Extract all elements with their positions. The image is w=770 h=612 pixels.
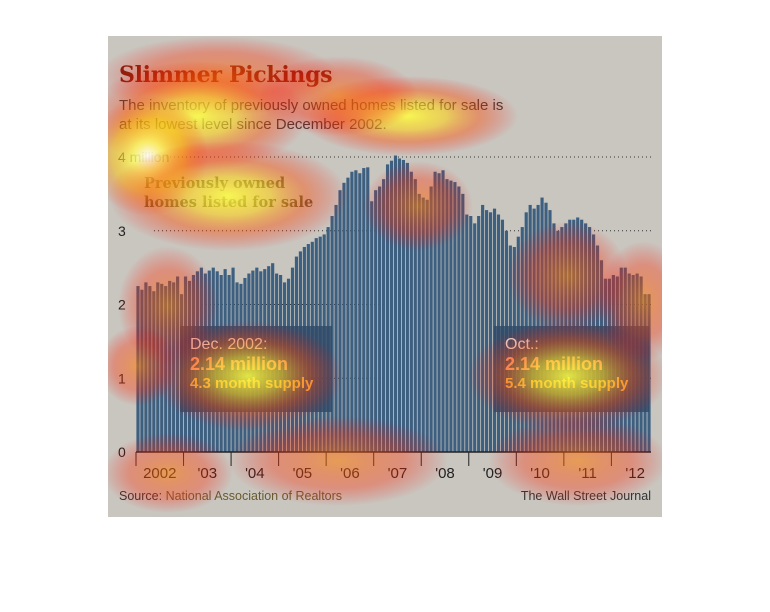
x-tick-label: '09 <box>483 465 503 482</box>
x-tick-label: '07 <box>388 465 408 482</box>
bar <box>437 173 441 452</box>
bar <box>457 186 461 452</box>
y-tick-label: 3 <box>118 223 126 239</box>
bar <box>156 282 160 452</box>
bar <box>144 282 148 452</box>
bar <box>425 199 429 452</box>
bar <box>160 283 164 452</box>
bar <box>449 180 453 452</box>
bar <box>136 286 140 452</box>
bar <box>477 216 481 452</box>
bar <box>382 179 386 452</box>
callout-label-2002: Dec. 2002: <box>190 336 268 353</box>
x-tick-label: '10 <box>530 465 550 482</box>
bar <box>481 204 485 452</box>
bar <box>413 179 417 452</box>
x-tick-label: 2002 <box>143 465 176 482</box>
source-prefix: Source: <box>119 489 166 503</box>
bar <box>342 182 346 452</box>
bar <box>172 282 176 452</box>
bar <box>401 159 405 452</box>
y-tick-label: 1 <box>118 370 126 386</box>
callout-text-oct: Oct.: 2.14 million 5.4 month supply <box>505 336 628 392</box>
y-tick-label: 2 <box>118 297 126 313</box>
callout-value-2002: 2.14 million <box>190 354 289 374</box>
x-tick-label: '06 <box>340 465 360 482</box>
x-tick-label: '03 <box>198 465 218 482</box>
source-note: Source: National Association of Realtors <box>119 489 342 503</box>
bar <box>334 204 338 452</box>
callout-value-oct: 2.14 million <box>505 354 604 374</box>
brand-credit: The Wall Street Journal <box>520 489 651 503</box>
bar <box>148 286 152 452</box>
bar <box>485 210 489 452</box>
bar <box>469 216 473 452</box>
bar <box>445 179 449 452</box>
chart-subtitle: The inventory of previously owned homes … <box>119 97 504 133</box>
x-tick-label: '08 <box>435 465 455 482</box>
x-tick-label: '11 <box>578 465 596 482</box>
bar <box>338 190 342 452</box>
bar <box>385 164 390 452</box>
bar <box>389 160 394 452</box>
bar <box>152 291 156 452</box>
bar <box>461 193 465 452</box>
bar <box>358 173 362 452</box>
callout-supply-2002: 4.3 month supply <box>190 375 314 392</box>
chart-title: Slimmer Pickings <box>119 62 333 88</box>
bar <box>488 212 493 452</box>
bar <box>350 171 354 452</box>
bar <box>540 197 544 452</box>
x-tick-label: '04 <box>245 465 265 482</box>
bar <box>465 214 469 452</box>
bar <box>393 155 398 452</box>
y-tick-label: 4 million <box>118 149 169 165</box>
series-label-text: Previously owned homes listed for sale <box>144 175 314 211</box>
bar <box>362 168 366 452</box>
bar <box>168 280 172 452</box>
bar <box>397 158 402 452</box>
bar <box>366 167 370 452</box>
bar <box>140 289 144 452</box>
bar <box>409 171 413 452</box>
callout-text-2002: Dec. 2002: 2.14 million 4.3 month supply <box>190 336 313 392</box>
bar <box>405 162 409 452</box>
bar <box>346 177 350 452</box>
bar <box>421 197 425 452</box>
chart-panel: 0 1 2 3 4 million 2002 '03 '04 '05 '06 '07 '08 '09 '1… <box>108 36 662 517</box>
bar <box>453 182 457 452</box>
bar <box>354 170 358 452</box>
bar <box>417 193 421 452</box>
bar <box>374 190 378 452</box>
callout-supply-oct: 5.4 month supply <box>505 375 629 392</box>
bar <box>441 170 445 452</box>
y-tick-label: 0 <box>118 444 126 460</box>
series-label: Previously owned homes listed for sale <box>144 174 334 212</box>
callout-label-oct: Oct.: <box>505 336 539 353</box>
bar <box>429 186 433 452</box>
bar <box>370 201 374 452</box>
bar <box>176 276 180 452</box>
x-tick-label: '12 <box>625 465 645 482</box>
bar <box>473 223 477 452</box>
bar <box>433 171 437 452</box>
bar <box>164 286 168 452</box>
bar <box>378 186 382 452</box>
source-org: National Association of Realtors <box>165 489 343 503</box>
x-tick-label: '05 <box>293 465 313 482</box>
